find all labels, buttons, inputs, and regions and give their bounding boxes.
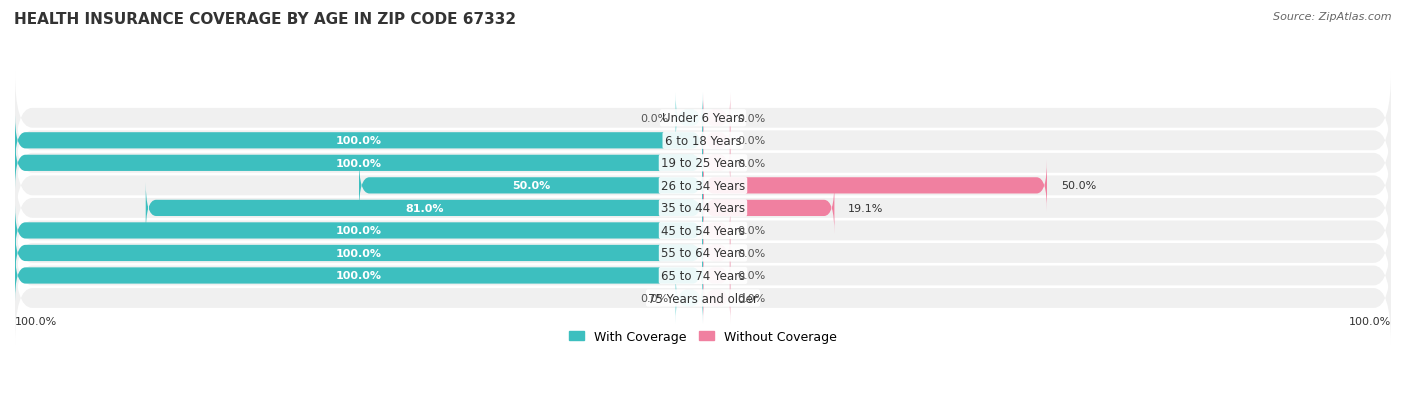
FancyBboxPatch shape bbox=[15, 228, 703, 279]
FancyBboxPatch shape bbox=[15, 185, 1391, 277]
FancyBboxPatch shape bbox=[703, 205, 731, 256]
Text: 35 to 44 Years: 35 to 44 Years bbox=[661, 202, 745, 215]
FancyBboxPatch shape bbox=[703, 138, 731, 189]
FancyBboxPatch shape bbox=[15, 205, 703, 256]
Text: 100.0%: 100.0% bbox=[336, 226, 382, 236]
Text: 0.0%: 0.0% bbox=[640, 114, 669, 123]
FancyBboxPatch shape bbox=[15, 207, 1391, 300]
FancyBboxPatch shape bbox=[675, 273, 703, 324]
Text: Source: ZipAtlas.com: Source: ZipAtlas.com bbox=[1274, 12, 1392, 22]
Text: 19.1%: 19.1% bbox=[848, 204, 883, 214]
Text: 81.0%: 81.0% bbox=[405, 204, 444, 214]
FancyBboxPatch shape bbox=[15, 230, 1391, 322]
Text: 100.0%: 100.0% bbox=[15, 316, 58, 326]
Text: 26 to 34 Years: 26 to 34 Years bbox=[661, 179, 745, 192]
Text: 65 to 74 Years: 65 to 74 Years bbox=[661, 269, 745, 282]
FancyBboxPatch shape bbox=[15, 117, 1391, 210]
FancyBboxPatch shape bbox=[675, 93, 703, 144]
Text: 0.0%: 0.0% bbox=[737, 271, 766, 281]
Text: 0.0%: 0.0% bbox=[737, 293, 766, 303]
FancyBboxPatch shape bbox=[703, 250, 731, 301]
Text: 0.0%: 0.0% bbox=[640, 293, 669, 303]
FancyBboxPatch shape bbox=[146, 183, 703, 234]
Text: 100.0%: 100.0% bbox=[1348, 316, 1391, 326]
FancyBboxPatch shape bbox=[15, 250, 703, 301]
FancyBboxPatch shape bbox=[15, 140, 1391, 232]
Text: 0.0%: 0.0% bbox=[737, 136, 766, 146]
FancyBboxPatch shape bbox=[15, 72, 1391, 165]
FancyBboxPatch shape bbox=[15, 162, 1391, 255]
FancyBboxPatch shape bbox=[15, 95, 1391, 187]
Text: 45 to 54 Years: 45 to 54 Years bbox=[661, 224, 745, 237]
FancyBboxPatch shape bbox=[703, 115, 731, 166]
Text: 0.0%: 0.0% bbox=[737, 159, 766, 169]
Text: 6 to 18 Years: 6 to 18 Years bbox=[665, 135, 741, 147]
Text: 100.0%: 100.0% bbox=[336, 159, 382, 169]
FancyBboxPatch shape bbox=[703, 93, 731, 144]
FancyBboxPatch shape bbox=[15, 115, 703, 166]
Text: HEALTH INSURANCE COVERAGE BY AGE IN ZIP CODE 67332: HEALTH INSURANCE COVERAGE BY AGE IN ZIP … bbox=[14, 12, 516, 27]
Text: 50.0%: 50.0% bbox=[512, 181, 550, 191]
Legend: With Coverage, Without Coverage: With Coverage, Without Coverage bbox=[564, 325, 842, 348]
FancyBboxPatch shape bbox=[359, 160, 703, 211]
Text: 100.0%: 100.0% bbox=[336, 136, 382, 146]
FancyBboxPatch shape bbox=[15, 252, 1391, 344]
Text: 100.0%: 100.0% bbox=[336, 248, 382, 258]
FancyBboxPatch shape bbox=[703, 273, 731, 324]
Text: 0.0%: 0.0% bbox=[737, 114, 766, 123]
Text: 75 Years and older: 75 Years and older bbox=[648, 292, 758, 305]
FancyBboxPatch shape bbox=[15, 138, 703, 189]
FancyBboxPatch shape bbox=[703, 228, 731, 279]
FancyBboxPatch shape bbox=[703, 183, 834, 234]
Text: 0.0%: 0.0% bbox=[737, 248, 766, 258]
Text: 100.0%: 100.0% bbox=[336, 271, 382, 281]
Text: 19 to 25 Years: 19 to 25 Years bbox=[661, 157, 745, 170]
Text: Under 6 Years: Under 6 Years bbox=[662, 112, 744, 125]
Text: 50.0%: 50.0% bbox=[1060, 181, 1097, 191]
Text: 0.0%: 0.0% bbox=[737, 226, 766, 236]
Text: 55 to 64 Years: 55 to 64 Years bbox=[661, 247, 745, 260]
FancyBboxPatch shape bbox=[703, 160, 1047, 211]
